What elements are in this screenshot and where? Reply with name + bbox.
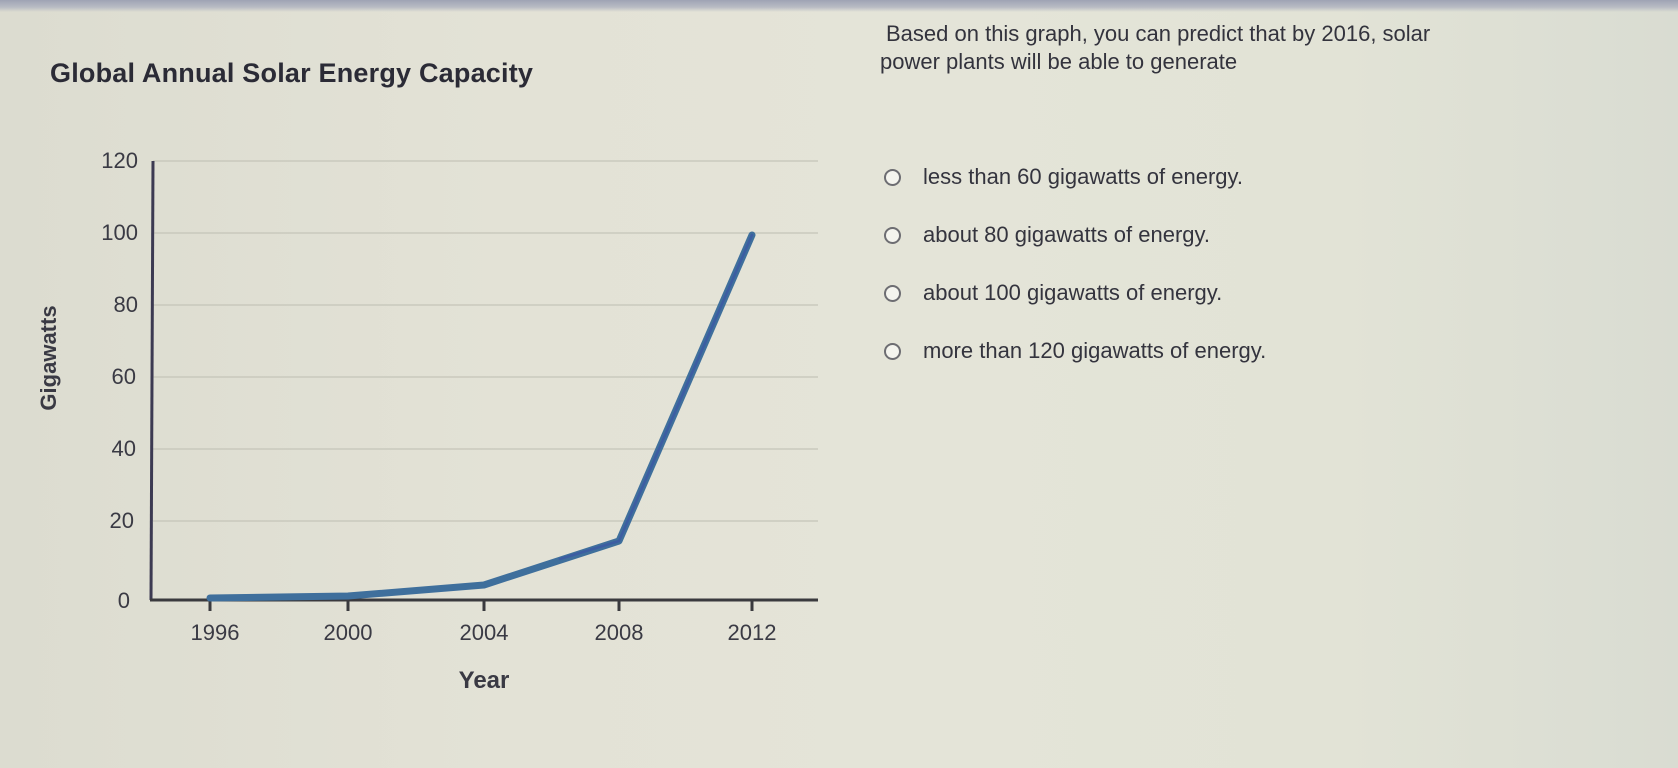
chart-title: Global Annual Solar Energy Capacity [50, 58, 534, 88]
x-tick-2000: 2000 [324, 620, 373, 645]
question-line-2: power plants will be able to generate [880, 49, 1238, 74]
radio-button-icon[interactable] [884, 284, 901, 302]
option-label: less than 60 gigawatts of energy. [923, 164, 1244, 189]
y-tick-labels: 120 100 80 60 40 20 0 [101, 148, 138, 613]
x-axis-label: Year [459, 667, 510, 694]
line-chart: 120 100 80 60 40 20 0 1996 2000 2004 200… [36, 148, 818, 694]
x-tick-2012: 2012 [728, 620, 777, 645]
option-more-than-120[interactable]: more than 120 gigawatts of energy. [884, 322, 1266, 380]
gridlines [153, 160, 818, 522]
y-tick-0: 0 [118, 588, 130, 613]
y-tick-120: 120 [101, 148, 138, 173]
x-tick-1996: 1996 [191, 620, 240, 645]
y-tick-100: 100 [101, 220, 138, 245]
answer-options: less than 60 gigawatts of energy. about … [884, 148, 1266, 380]
option-about-100[interactable]: about 100 gigawatts of energy. [884, 264, 1266, 322]
y-tick-20: 20 [110, 508, 134, 533]
option-less-than-60[interactable]: less than 60 gigawatts of energy. [884, 148, 1266, 206]
radio-button-icon[interactable] [884, 168, 901, 186]
capacity-line-highlight [558, 233, 754, 561]
y-axis-label: Gigawatts [36, 305, 61, 410]
x-tick-labels: 1996 2000 2004 2008 2012 [191, 620, 777, 645]
question-prompt: Based on this graph, you can predict tha… [880, 20, 1670, 76]
top-screen-edge [0, 0, 1678, 12]
radio-button-icon[interactable] [884, 342, 901, 360]
x-tick-2004: 2004 [460, 620, 509, 645]
radio-button-icon[interactable] [884, 226, 901, 244]
y-tick-80: 80 [114, 292, 138, 317]
option-label: about 100 gigawatts of energy. [923, 280, 1223, 305]
question-line-1: Based on this graph, you can predict tha… [886, 21, 1431, 46]
y-axis [149, 160, 155, 601]
option-label: more than 120 gigawatts of energy. [923, 338, 1267, 363]
y-tick-60: 60 [112, 364, 136, 389]
x-tick-2008: 2008 [595, 620, 644, 645]
option-about-80[interactable]: about 80 gigawatts of energy. [884, 206, 1266, 264]
capacity-line [206, 231, 756, 602]
y-tick-40: 40 [112, 436, 136, 461]
x-ticks [208, 600, 754, 611]
option-label: about 80 gigawatts of energy. [923, 222, 1211, 247]
